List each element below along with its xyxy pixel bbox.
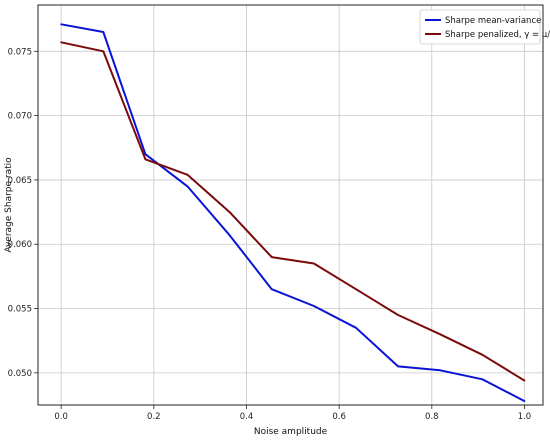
x-tick-label: 0.6 (332, 412, 346, 422)
x-tick-label: 0.4 (240, 412, 254, 422)
series-1-point (186, 173, 189, 176)
x-tick-label: 1.0 (518, 412, 532, 422)
series-1-point (523, 379, 526, 382)
series-0-point (481, 378, 484, 381)
grid (38, 5, 543, 405)
y-tick-label: 0.060 (8, 240, 32, 250)
axis-ticks: 0.0 0.2 0.4 0.6 0.8 1.0 0.050 0.055 0.060 0.065 0.… (8, 47, 532, 422)
series-1-point (355, 288, 357, 291)
legend-box (419, 9, 541, 45)
series-1-point (60, 41, 63, 44)
legend-label-penalized: Sharpe penalized, γ = μ/100 (445, 30, 550, 40)
series-0-point (523, 400, 526, 403)
series-1-point (270, 256, 273, 258)
series-0-point (144, 153, 147, 156)
series-1-point (439, 333, 442, 336)
y-tick-label: 0.075 (8, 47, 32, 57)
x-tick-label: 0.0 (54, 412, 68, 422)
series-0-point (312, 305, 315, 307)
x-tick-label: 0.2 (147, 412, 161, 422)
series-0-point (60, 23, 63, 26)
y-tick-label: 0.070 (8, 112, 32, 122)
series-0-point (186, 185, 189, 188)
x-tick-label: 0.8 (425, 412, 439, 422)
series-1-point (397, 314, 400, 316)
series-0-point (439, 369, 442, 372)
series-0-point (397, 365, 400, 368)
series-0-point (102, 31, 105, 33)
y-tick-label: 0.050 (8, 369, 32, 379)
plot-frame (37, 4, 544, 406)
series-lines (60, 23, 526, 403)
x-axis-label: Noise amplitude (254, 427, 328, 437)
y-tick-label: 0.055 (8, 305, 32, 315)
series-0-point (270, 288, 273, 291)
series-1-point (228, 211, 231, 213)
y-tick-label: 0.065 (8, 176, 32, 186)
series-1-point (102, 50, 105, 53)
y-axis-label: Average Sharpe ratio (4, 157, 14, 253)
legend: Sharpe mean-variance Sharpe penalized, γ… (419, 9, 550, 45)
series-line-0 (61, 23, 525, 402)
series-0-point (228, 234, 231, 237)
series-1-point (144, 158, 147, 161)
series-0-point (355, 326, 357, 329)
series-1-point (481, 353, 484, 356)
series-1-point (312, 262, 315, 265)
legend-label-mean-variance: Sharpe mean-variance (445, 16, 541, 26)
series-line-1 (60, 41, 526, 382)
